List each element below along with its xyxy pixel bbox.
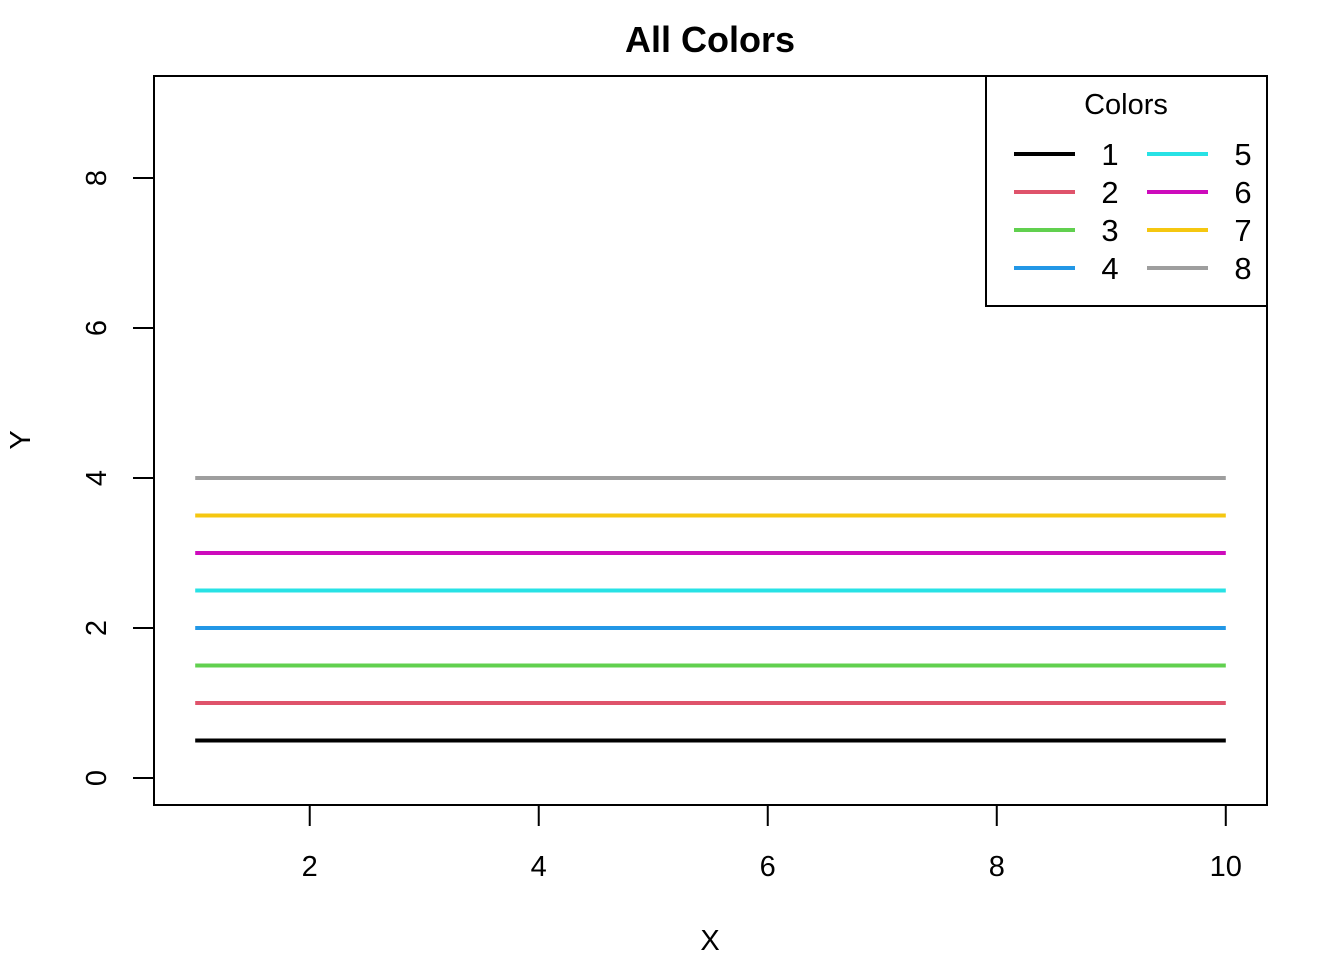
legend-title: Colors (1084, 89, 1168, 121)
y-tick-label: 2 (81, 620, 113, 636)
x-tick-label: 2 (302, 851, 318, 883)
legend-label-4: 4 (1101, 251, 1118, 286)
x-tick-label: 10 (1210, 851, 1242, 883)
legend-label-6: 6 (1234, 175, 1251, 210)
x-tick-label: 6 (760, 851, 776, 883)
legend-label-8: 8 (1234, 251, 1251, 286)
y-axis: 0 2 4 6 8 (81, 170, 154, 786)
legend-label-5: 5 (1234, 137, 1251, 172)
legend-label-2: 2 (1101, 175, 1118, 210)
x-tick-label: 8 (989, 851, 1005, 883)
plot-frame (153, 75, 1268, 806)
y-tick-label: 4 (81, 470, 113, 486)
y-axis-label: Y (5, 430, 37, 449)
y-tick-label: 6 (81, 320, 113, 336)
x-axis-label: X (700, 925, 719, 957)
series-layer (195, 476, 1226, 743)
y-tick-label: 0 (81, 770, 113, 786)
chart-title: All Colors (625, 19, 795, 60)
x-axis: 2 4 6 8 10 (302, 805, 1242, 883)
y-tick-label: 8 (81, 170, 113, 186)
x-tick-label: 4 (531, 851, 547, 883)
legend-label-1: 1 (1101, 137, 1118, 172)
legend-label-3: 3 (1101, 213, 1118, 248)
legend-label-7: 7 (1234, 213, 1251, 248)
